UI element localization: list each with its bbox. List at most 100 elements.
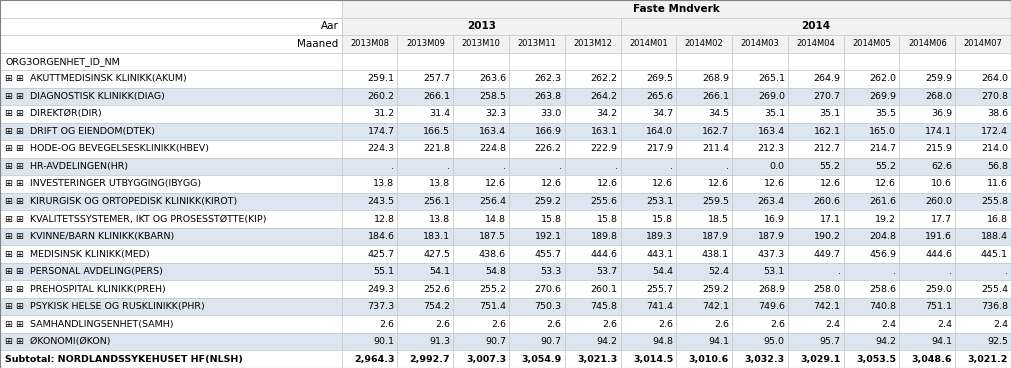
Bar	[788, 88, 843, 105]
Bar	[955, 263, 1011, 280]
Bar	[0, 123, 342, 140]
Text: 90.7: 90.7	[541, 337, 562, 346]
Text: 437.3: 437.3	[757, 250, 785, 259]
Bar	[453, 88, 510, 105]
Text: 745.8: 745.8	[590, 302, 618, 311]
Text: 12.8: 12.8	[373, 215, 394, 223]
Bar	[342, 210, 397, 228]
Text: 226.2: 226.2	[535, 145, 562, 153]
Text: .: .	[1005, 267, 1008, 276]
Bar	[510, 280, 565, 298]
Text: 215.9: 215.9	[925, 145, 952, 153]
Text: 444.6: 444.6	[925, 250, 952, 259]
Bar	[342, 315, 397, 333]
Bar	[0, 140, 342, 158]
Bar	[342, 53, 397, 70]
Bar	[0, 158, 342, 175]
Bar	[843, 315, 900, 333]
Bar	[621, 158, 676, 175]
Text: 12.6: 12.6	[876, 180, 897, 188]
Text: ⊞ ⊞  DIREKTØR(DIR): ⊞ ⊞ DIREKTØR(DIR)	[5, 109, 102, 118]
Text: 269.9: 269.9	[869, 92, 897, 101]
Text: 214.7: 214.7	[869, 145, 897, 153]
Text: 190.2: 190.2	[814, 232, 841, 241]
Text: 255.6: 255.6	[590, 197, 618, 206]
Text: 262.0: 262.0	[869, 74, 897, 84]
Bar	[732, 298, 788, 315]
Bar	[510, 210, 565, 228]
Bar	[453, 105, 510, 123]
Bar	[621, 88, 676, 105]
Bar	[788, 53, 843, 70]
Bar	[453, 350, 510, 368]
Bar	[900, 175, 955, 193]
Text: 212.7: 212.7	[814, 145, 841, 153]
Bar	[510, 228, 565, 245]
Bar	[565, 123, 621, 140]
Bar	[342, 298, 397, 315]
Text: 445.1: 445.1	[981, 250, 1008, 259]
Bar	[788, 350, 843, 368]
Bar	[453, 123, 510, 140]
Bar	[732, 140, 788, 158]
Bar	[900, 35, 955, 53]
Bar	[955, 105, 1011, 123]
Text: 3,048.6: 3,048.6	[912, 355, 952, 364]
Text: 754.2: 754.2	[424, 302, 450, 311]
Bar	[453, 193, 510, 210]
Bar	[843, 123, 900, 140]
Text: 38.6: 38.6	[987, 109, 1008, 118]
Text: 90.1: 90.1	[373, 337, 394, 346]
Bar	[788, 158, 843, 175]
Text: Aar: Aar	[320, 21, 339, 31]
Text: 2.6: 2.6	[658, 320, 673, 329]
Text: 174.7: 174.7	[367, 127, 394, 136]
Text: 94.1: 94.1	[931, 337, 952, 346]
Bar	[0, 315, 342, 333]
Text: 189.3: 189.3	[646, 232, 673, 241]
Text: 52.4: 52.4	[708, 267, 729, 276]
Bar	[843, 280, 900, 298]
Text: 444.6: 444.6	[590, 250, 618, 259]
Bar	[0, 280, 342, 298]
Bar	[843, 175, 900, 193]
Bar	[397, 280, 453, 298]
Text: 17.1: 17.1	[820, 215, 841, 223]
Bar	[510, 88, 565, 105]
Bar	[732, 228, 788, 245]
Text: 260.1: 260.1	[590, 284, 618, 294]
Bar	[565, 245, 621, 263]
Text: 3,007.3: 3,007.3	[466, 355, 507, 364]
Text: 742.1: 742.1	[702, 302, 729, 311]
Bar	[397, 158, 453, 175]
Bar	[397, 210, 453, 228]
Text: 449.7: 449.7	[814, 250, 841, 259]
Bar	[621, 245, 676, 263]
Text: 263.6: 263.6	[479, 74, 507, 84]
Bar	[788, 140, 843, 158]
Text: 438.6: 438.6	[479, 250, 507, 259]
Bar	[676, 333, 732, 350]
Text: 266.1: 266.1	[424, 92, 450, 101]
Text: 427.5: 427.5	[424, 250, 450, 259]
Bar	[732, 315, 788, 333]
Bar	[397, 35, 453, 53]
Bar	[342, 105, 397, 123]
Bar	[342, 35, 397, 53]
Text: 2.6: 2.6	[603, 320, 618, 329]
Text: 90.7: 90.7	[485, 337, 507, 346]
Bar	[900, 158, 955, 175]
Bar	[342, 123, 397, 140]
Text: Subtotal: NORDLANDSSYKEHUSET HF(NLSH): Subtotal: NORDLANDSSYKEHUSET HF(NLSH)	[5, 355, 243, 364]
Bar	[621, 298, 676, 315]
Text: ⊞ ⊞  HR-AVDELINGEN(HR): ⊞ ⊞ HR-AVDELINGEN(HR)	[5, 162, 128, 171]
Bar	[955, 70, 1011, 88]
Text: 12.6: 12.6	[764, 180, 785, 188]
Text: 165.0: 165.0	[869, 127, 897, 136]
Text: 12.6: 12.6	[541, 180, 562, 188]
Bar	[621, 175, 676, 193]
Text: ⊞ ⊞  KIRURGISK OG ORTOPEDISK KLINIKK(KIROT): ⊞ ⊞ KIRURGISK OG ORTOPEDISK KLINIKK(KIRO…	[5, 197, 238, 206]
Text: 2014M04: 2014M04	[797, 39, 835, 48]
Text: 11.6: 11.6	[987, 180, 1008, 188]
Bar	[843, 158, 900, 175]
